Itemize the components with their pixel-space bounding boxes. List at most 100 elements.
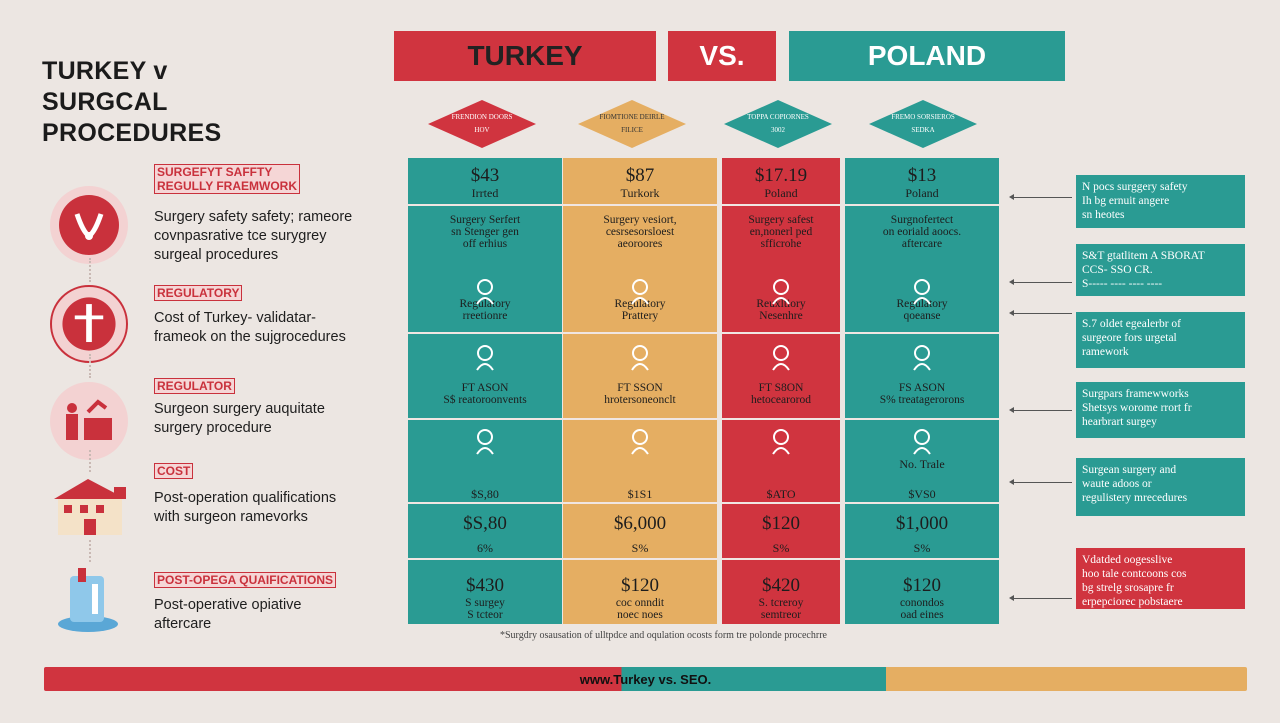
total-value: $1,000: [895, 513, 949, 534]
table-cell: $13 Poland: [845, 162, 999, 200]
percent-value: S%: [772, 541, 790, 555]
price-bottom: $420: [762, 575, 800, 596]
table-cell: $17.19 Poland: [722, 162, 840, 200]
table-column: $17.19 Poland Surgery safest en,nonerl ped…: [722, 158, 840, 624]
person-icon: [628, 428, 652, 456]
row-divider: [845, 418, 999, 420]
item-text: Surgery safety safety; rameore covnpasra…: [154, 209, 353, 263]
arrow-pointer: [1009, 310, 1072, 316]
row-divider: [408, 418, 562, 420]
connector: [89, 354, 91, 378]
percent-value: 6%: [477, 541, 493, 555]
item-text: Surgeon surgery auquitate surgery proced…: [154, 401, 325, 436]
table-cell: $6,000: [563, 510, 717, 535]
surgeon-icon: [50, 382, 128, 460]
table-cell: $120 conondos oad eines: [845, 572, 999, 621]
header-turkey: TURKEY: [394, 31, 656, 81]
hospital-icon: [50, 473, 128, 551]
column-poland-2: [845, 158, 999, 624]
table-cell: Surgery safest en,nonerl ped sfficrohe: [722, 214, 840, 250]
person-icon: [473, 344, 497, 372]
person-icon: [769, 344, 793, 372]
page-title: TURKEY v SURGCAL PROCEDURES: [42, 57, 222, 147]
person-icon: [910, 428, 934, 456]
price-top: $87: [625, 165, 655, 186]
table-cell: S%: [845, 542, 999, 555]
desc-text: Surgery vesiort, cesrsesorsloest aeoroor…: [603, 214, 677, 250]
table-cell: S%: [722, 542, 840, 555]
table-cell: $120 coc onndit noec noes: [563, 572, 717, 621]
note-box: N pocs surggery safety Ih bg ernuit ange…: [1076, 175, 1245, 228]
fee-text: FS ASON S% treatagerorons: [879, 382, 965, 406]
total-value: $S,80: [463, 513, 507, 534]
item-text: Post-operative opiative aftercare: [154, 597, 302, 632]
person-icon: [769, 278, 793, 306]
sv-value: $1S1: [627, 487, 653, 501]
table-cell: Reuxltiory Nesenhre: [722, 298, 840, 322]
price-bottom: $430: [466, 575, 504, 596]
row-divider: [408, 204, 562, 206]
table-column: $87 Turkork Surgery vesiort, cesrsesorsloe…: [563, 158, 717, 624]
person-icon: [910, 278, 934, 306]
column-turkey-1: [408, 158, 562, 624]
label-top: Turkork: [620, 186, 660, 200]
row-divider: [722, 502, 840, 504]
row-divider: [563, 332, 717, 334]
table-cell: FS ASON S% treatagerorons: [845, 382, 999, 406]
table-cell: $420 S. tcreroy semtreor: [722, 572, 840, 621]
sv-value: $S,80: [471, 487, 499, 501]
footer-bar: www.Turkey vs. SEO.: [44, 667, 1247, 691]
table-cell: Surgnofertect on eoriald aoocs. aftercar…: [845, 214, 999, 250]
fee-text: FT ASON S$ reatoroonvents: [443, 382, 527, 406]
column-turkey-2: [563, 158, 717, 624]
sv-value: $VS0: [908, 487, 936, 501]
icon-label: No. Trale: [899, 457, 945, 471]
left-item: COST Post-operation qualifications with …: [50, 463, 400, 553]
table-cell: $43 Irrted: [408, 162, 562, 200]
note-box: S.7 oldet egealerbr of surgeore fors urg…: [1076, 312, 1245, 368]
note-bottom: S. tcreroy semtreor: [758, 597, 804, 621]
connector: [89, 540, 91, 562]
table-cell: $1,000: [845, 510, 999, 535]
regulatory-label: Regulatory qoeanse: [896, 298, 948, 322]
row-divider: [845, 502, 999, 504]
row-divider: [845, 204, 999, 206]
person-icon: [473, 278, 497, 306]
table-cell: $1S1: [563, 488, 717, 501]
person-icon: [628, 344, 652, 372]
fee-text: FT SSON hrotersoneonclt: [604, 382, 676, 406]
desc-text: Surgery safest en,nonerl ped sfficrohe: [748, 214, 814, 250]
regulatory-label: Regulatory Prattery: [614, 298, 666, 322]
price-bottom: $120: [903, 575, 941, 596]
row-divider: [563, 418, 717, 420]
table-cell: FT SSON hrotersoneonclt: [563, 382, 717, 406]
sv-value: $ATO: [766, 487, 796, 501]
price-top: $17.19: [754, 165, 808, 186]
fee-text: FT S8ON hetocearorod: [750, 382, 812, 406]
row-divider: [408, 558, 562, 560]
item-tag: REGULATOR: [154, 378, 235, 394]
note-bottom: conondos oad eines: [899, 597, 945, 621]
diamond-badge: TOPPA COPIORNES 3002: [724, 100, 832, 148]
item-tag: REGULATORY: [154, 285, 243, 301]
desc-text: Surgery Serfert sn Stenger gen off erhiu…: [449, 214, 521, 250]
table-cell: No. Trale: [845, 458, 999, 471]
total-value: $6,000: [613, 513, 667, 534]
row-divider: [722, 418, 840, 420]
row-divider: [408, 502, 562, 504]
label-top: Poland: [905, 186, 939, 200]
price-top: $43: [470, 165, 500, 186]
note-box: Surgean surgery and waute adoos or regul…: [1076, 458, 1245, 516]
label-top: Irrted: [471, 186, 499, 200]
item-tag: POST-OPEGA QUAIFICATIONS: [154, 572, 337, 588]
note-box: Vdatded oogesslive hoo tale contcoons co…: [1076, 548, 1245, 609]
table-cell: $430 S surgey S tcteor: [408, 572, 562, 621]
person-icon: [769, 428, 793, 456]
header-vs: VS.: [668, 31, 776, 81]
arrow-pointer: [1009, 407, 1072, 413]
row-divider: [722, 558, 840, 560]
table-cell: FT S8ON hetocearorod: [722, 382, 840, 406]
aftercare-icon: [50, 562, 128, 640]
arrow-pointer: [1009, 595, 1072, 601]
note-box: Surgpars framewworks Shetsys worome rror…: [1076, 382, 1245, 438]
